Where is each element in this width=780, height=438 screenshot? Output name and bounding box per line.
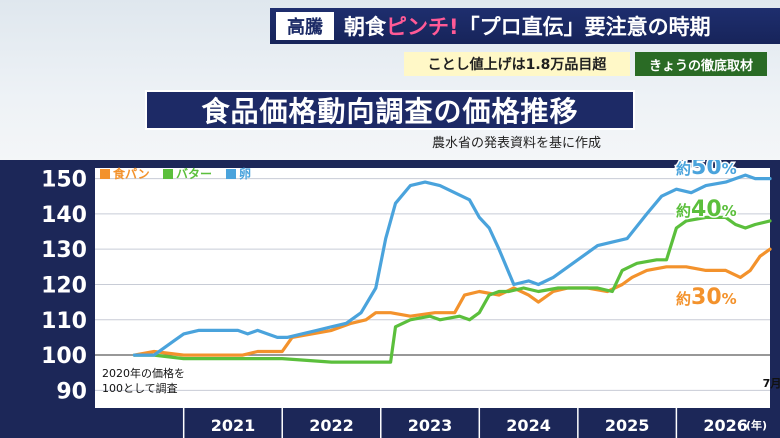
- subline: ことし値上げは1.8万品目超: [404, 52, 630, 76]
- headline-bar: [270, 8, 780, 44]
- x-tick-label: 2025: [605, 416, 650, 435]
- y-tick-label: 90: [56, 379, 87, 404]
- end-label-prefix: 約: [676, 202, 691, 220]
- y-tick-label: 100: [41, 344, 87, 369]
- headline-post: 「プロ直伝」要注意の時期: [458, 15, 711, 39]
- x-tick-label: 2021: [211, 416, 256, 435]
- end-label-value: 30: [691, 285, 722, 310]
- baseline-note-line1: 2020年の価格を: [102, 366, 185, 380]
- legend-swatch: [163, 169, 173, 179]
- x-tick-label: 2024: [506, 416, 551, 435]
- x-tick-label: 2026: [703, 416, 748, 435]
- series-line-0: [132, 247, 772, 357]
- headline-pre: 朝食: [344, 15, 386, 39]
- legend-label: 食パン: [112, 166, 150, 181]
- end-label-prefix: 約: [676, 290, 691, 308]
- x-tick-label: 2022: [309, 416, 354, 435]
- series-line-2: [132, 173, 772, 357]
- chart-title: 食品価格動向調査の価格推移: [145, 90, 635, 130]
- headline-pink: ピンチ!: [386, 15, 459, 39]
- x-axis-unit: (年): [746, 418, 767, 432]
- headline: 朝食 ピンチ! 「プロ直伝」要注意の時期: [344, 10, 711, 42]
- y-tick-label: 120: [41, 273, 87, 298]
- last-month-label: 7月: [763, 377, 780, 390]
- segment-tag: きょうの徹底取材: [635, 52, 767, 76]
- y-tick-label: 140: [41, 203, 87, 228]
- end-label-1: 約40%: [676, 197, 737, 222]
- end-label-suffix: %: [722, 160, 737, 178]
- legend-label: 卵: [239, 166, 251, 181]
- series-line-1: [132, 215, 772, 364]
- end-label-suffix: %: [722, 290, 737, 308]
- end-label-value: 40: [691, 197, 722, 222]
- legend-label: バター: [176, 167, 212, 181]
- end-label-2: 約50%: [676, 160, 737, 180]
- source-note: 農水省の発表資料を基に作成: [432, 136, 602, 151]
- price-line-chart: 90 100 110 120 130 140 150 2021 2022 2023 2024 2025…: [41, 160, 780, 438]
- y-tick-label: 150: [41, 168, 87, 193]
- end-label-suffix: %: [722, 202, 737, 220]
- y-tick-label: 130: [41, 238, 87, 263]
- plot-area: [95, 168, 770, 408]
- x-tick-label: 2023: [408, 416, 453, 435]
- topic-tag: 高騰: [276, 12, 334, 40]
- legend-swatch: [100, 169, 110, 179]
- legend-swatch: [226, 169, 236, 179]
- y-tick-label: 110: [41, 309, 87, 334]
- baseline-note-line2: 100として調査: [102, 381, 178, 395]
- end-label-0: 約30%: [676, 285, 737, 310]
- end-label-prefix: 約: [676, 160, 691, 178]
- end-label-value: 50: [691, 160, 722, 180]
